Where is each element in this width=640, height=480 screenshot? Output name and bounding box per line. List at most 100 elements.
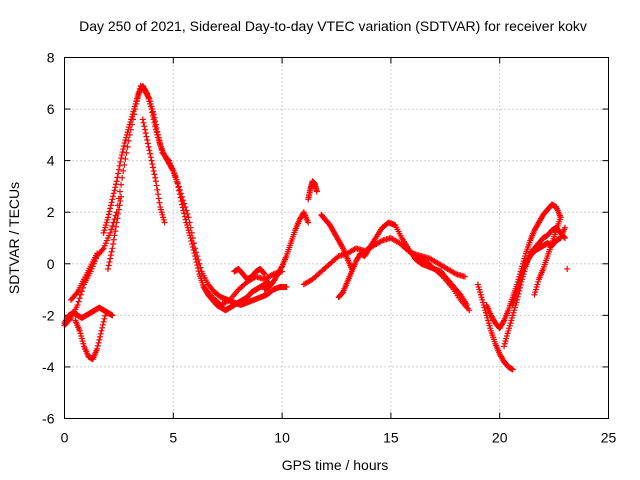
data-point [313, 188, 320, 195]
data-point [105, 265, 112, 272]
series-arc-7 [105, 193, 125, 272]
data-point [115, 170, 122, 177]
data-point [99, 246, 106, 253]
y-tick-label: 8 [47, 50, 55, 66]
data-point [102, 312, 109, 319]
data-point [78, 288, 85, 295]
data-point [194, 265, 201, 272]
x-tick-label: 5 [169, 430, 177, 446]
data-point [100, 318, 107, 325]
data-points [61, 82, 571, 373]
data-point [153, 182, 160, 189]
data-point [142, 130, 149, 137]
data-point [111, 232, 118, 239]
data-point [107, 202, 114, 209]
series-arc-2 [61, 304, 116, 327]
data-point [118, 181, 125, 188]
data-point [192, 256, 199, 263]
data-point [339, 244, 346, 251]
data-point [115, 166, 122, 173]
data-point [154, 186, 161, 193]
y-axis-label: SDTVAR / TECUs [6, 182, 22, 294]
data-point [192, 253, 199, 260]
data-point [149, 112, 156, 119]
data-point [107, 229, 114, 236]
data-point [122, 155, 129, 162]
data-point [261, 271, 268, 278]
data-point [557, 214, 564, 221]
data-point [101, 315, 108, 322]
data-point [116, 202, 123, 209]
data-point [99, 324, 106, 331]
data-point [121, 161, 128, 168]
data-point [145, 143, 152, 150]
data-point [156, 199, 163, 206]
data-point [111, 216, 118, 223]
series-arc-11 [305, 178, 320, 203]
data-point [181, 210, 188, 217]
data-point [178, 198, 185, 205]
data-point [120, 146, 127, 153]
data-point [176, 191, 183, 198]
series-arc-16 [409, 250, 468, 280]
data-point [509, 366, 516, 373]
data-point [117, 198, 124, 205]
y-tick-label: -4 [42, 359, 55, 375]
data-point [500, 318, 507, 325]
data-point [175, 184, 182, 191]
x-tick-label: 20 [492, 430, 508, 446]
data-point [193, 259, 200, 266]
data-point [151, 171, 158, 178]
data-point [95, 339, 102, 346]
data-point [150, 116, 157, 123]
data-point [112, 223, 119, 230]
x-tick-label: 0 [61, 430, 69, 446]
data-point [194, 262, 201, 269]
data-point [564, 265, 571, 272]
data-point [305, 219, 312, 226]
data-point [118, 155, 125, 162]
data-point [108, 248, 115, 255]
data-point [112, 184, 119, 191]
y-tick-label: 2 [47, 204, 55, 220]
data-point [120, 167, 127, 174]
y-tick-label: 4 [47, 153, 55, 169]
data-point [514, 286, 521, 293]
data-point [515, 283, 522, 290]
data-point [141, 123, 148, 130]
series-arc-21 [531, 214, 564, 298]
data-point [143, 89, 150, 96]
data-point [105, 211, 112, 218]
x-axis-label: GPS time / hours [282, 457, 389, 473]
y-tick-label: -2 [42, 307, 55, 323]
plot-frame [64, 57, 609, 419]
data-point [107, 255, 114, 262]
data-point [107, 205, 114, 212]
data-point [149, 164, 156, 171]
data-point [189, 241, 196, 248]
data-point [110, 241, 117, 248]
x-tick-label: 25 [601, 430, 617, 446]
data-point [514, 289, 521, 296]
data-point [109, 196, 116, 203]
data-point [139, 116, 146, 123]
data-point [155, 195, 162, 202]
data-point [147, 154, 154, 161]
data-point [125, 137, 132, 144]
data-point [76, 295, 83, 302]
data-point [195, 268, 202, 275]
data-point [97, 333, 104, 340]
data-point [108, 226, 115, 233]
data-point [94, 345, 101, 352]
data-point [123, 149, 130, 156]
data-point [105, 214, 112, 221]
data-point [142, 126, 149, 133]
data-point [107, 252, 114, 259]
data-point [109, 312, 116, 319]
data-point [187, 235, 194, 241]
data-point [110, 193, 117, 200]
chart-title: Day 250 of 2021, Sidereal Day-to-day VTE… [79, 18, 587, 34]
data-point [94, 342, 101, 349]
y-tick-label: -6 [42, 411, 55, 427]
